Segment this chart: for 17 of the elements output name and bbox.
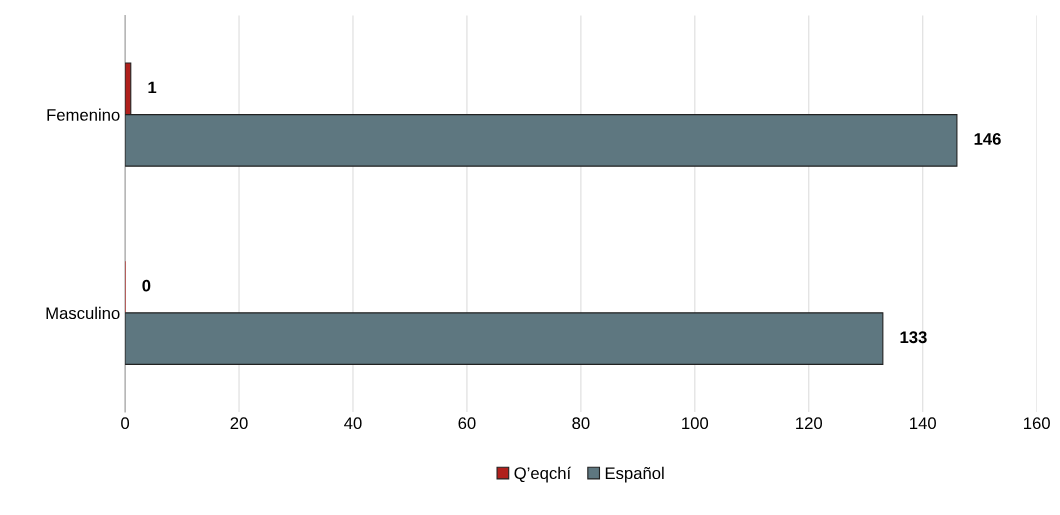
x-tick-label: 140 [910,417,936,430]
data-label: 1 [148,81,157,94]
x-tick-label: 100 [682,417,709,430]
x-tick-label: 20 [230,417,248,430]
y-tick-label: Femenino [47,108,120,121]
x-tick-label: 60 [458,417,476,430]
x-tick-label: 0 [121,417,130,430]
data-label: 146 [974,133,1001,145]
data-label: 133 [900,331,927,344]
x-tick-label: 80 [572,417,590,430]
x-tick-label: 160 [1024,417,1050,430]
x-tick-label: 40 [344,417,362,430]
y-tick-label: Masculino [46,306,120,320]
x-tick-label: 120 [796,417,823,430]
data-label: 0 [142,279,151,292]
legend-label: Q’eqchí [514,466,572,483]
legend-label: Español [605,466,664,483]
